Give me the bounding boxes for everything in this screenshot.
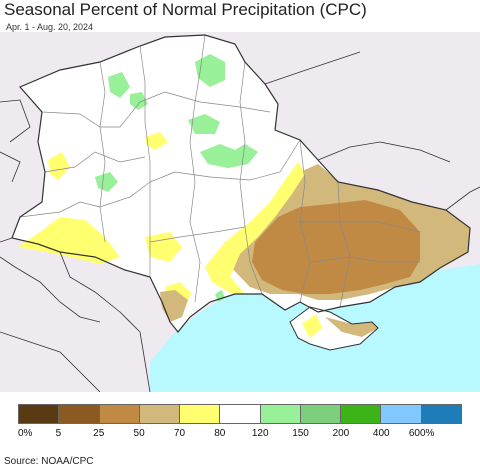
legend-label: 200 [332,428,350,439]
map-title: Seasonal Percent of Normal Precipitation… [4,0,367,19]
legend-label: 400 [372,428,390,439]
legend-swatch [300,405,342,423]
legend-swatch [139,405,181,423]
dry-70-central-strip [205,162,305,294]
oblast-boundaries [19,34,421,308]
legend-color-bar [18,404,462,424]
legend-label: 0% [18,428,33,439]
dry-70-southwest [145,232,182,262]
legend-swatch [381,405,422,423]
legend-label: 150 [292,428,309,439]
data-source: Source: NOAA/CPC [4,456,94,467]
legend-swatch [260,405,301,423]
wet-150-north-1 [195,54,225,87]
wet-150-west [95,172,118,192]
legend-swatch [59,405,100,423]
wet-150-north-3 [130,92,148,110]
precipitation-map [0,32,480,392]
legend-labels: 0% 5 25 50 70 80 120 150 200 400 600% [18,428,462,440]
crimea-border [289,306,379,351]
neighbor-borders [0,51,480,392]
map-subtitle: Apr. 1 - Aug. 20, 2024 [6,22,94,32]
legend-label: 50 [133,428,145,439]
legend-label: 70 [173,428,186,439]
legend-label: 5 [55,428,62,439]
legend-label: 80 [214,428,226,439]
dry-70-crimea [302,314,322,338]
legend-swatch [19,405,60,423]
dry-70-west-small [48,152,70,180]
legend-swatch [341,405,382,423]
wet-150-north-2 [108,72,130,98]
ukraine-border [11,34,471,333]
legend-swatch [99,405,140,423]
legend-label: 120 [251,428,269,439]
dry-70-west [18,217,120,264]
legend-swatch [180,405,221,423]
dry-25-east [252,200,420,294]
dry-50-crimea [325,317,378,337]
dry-70-north [145,132,168,150]
legend-swatch [220,405,261,423]
legend-label: 25 [93,428,105,439]
wet-150-center-2 [200,144,258,168]
legend-swatch [421,405,461,423]
wet-150-center-1 [188,114,220,134]
legend-label: 600% [408,428,435,439]
